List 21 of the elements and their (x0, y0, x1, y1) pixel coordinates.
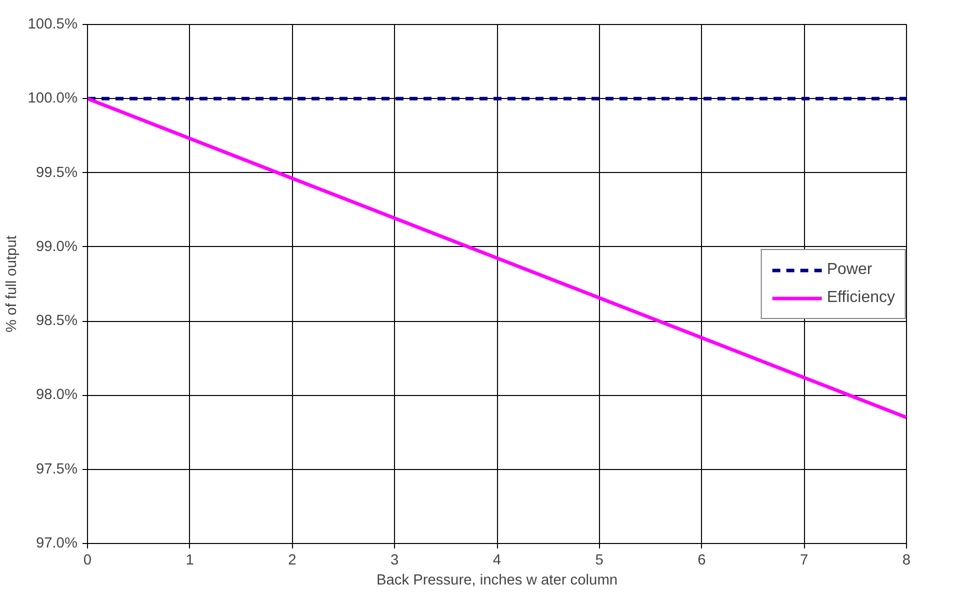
y-tick-label: 99.5% (36, 164, 78, 181)
legend-label: Efficiency (826, 288, 895, 306)
legend-label: Power (826, 260, 872, 278)
x-tick-label: 5 (595, 552, 604, 568)
x-tick-label: 7 (800, 552, 808, 568)
x-axis-title: Back Pressure, inches w ater column (376, 572, 618, 588)
y-tick-label: 98.5% (36, 313, 78, 330)
x-tick-label: 4 (492, 552, 502, 568)
y-axis-title: % of full output (4, 236, 20, 332)
x-tick-label: 3 (390, 552, 399, 568)
y-tick-label: 99.0% (36, 238, 78, 255)
x-tick-label: 2 (288, 552, 296, 568)
y-tick-label: 100.5% (28, 16, 78, 32)
y-tick-label: 97.0% (36, 536, 78, 552)
x-tick-label: 1 (186, 552, 194, 568)
y-tick-label: 100.0% (28, 90, 78, 107)
y-tick-label: 98.0% (36, 387, 78, 404)
x-tick-label: 8 (902, 552, 911, 568)
x-tick-label: 6 (698, 552, 706, 568)
y-tick-label: 97.5% (36, 461, 78, 478)
x-tick-label: 0 (83, 552, 92, 568)
